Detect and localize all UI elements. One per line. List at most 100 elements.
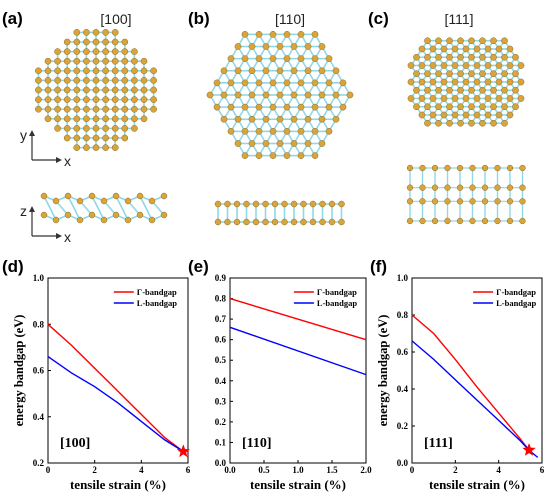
atom <box>424 86 431 94</box>
atom <box>304 43 312 50</box>
atom <box>213 103 221 111</box>
atom <box>506 184 514 191</box>
atom <box>262 67 270 75</box>
y-tick-label: 0.2 <box>33 458 45 468</box>
panel-letter: (a) <box>2 9 23 28</box>
bond <box>43 195 57 221</box>
bond <box>115 195 129 221</box>
panel-letter: (b) <box>188 9 210 28</box>
atom <box>435 119 442 127</box>
atom <box>495 45 503 53</box>
axis-letter: y <box>20 127 27 143</box>
atom <box>111 57 119 65</box>
atom <box>332 115 340 123</box>
atom <box>506 78 514 86</box>
atom <box>512 53 519 61</box>
orientation-label: [110] <box>275 11 305 27</box>
atom <box>468 103 475 111</box>
legend-label: L-bandgap <box>137 298 177 308</box>
direction-label: [110] <box>242 436 272 451</box>
atom <box>111 38 119 46</box>
atom <box>92 77 100 84</box>
y-tick-label: 0.9 <box>215 273 227 283</box>
atom <box>440 78 448 86</box>
atom <box>83 115 90 123</box>
atom <box>490 103 497 111</box>
atom <box>220 67 228 75</box>
atom <box>35 96 42 103</box>
atom <box>102 105 109 113</box>
chart-panels: (d) 0 2 4 6 0.2 0.4 0.6 0.8 1.0 tensile strain (%)… <box>2 257 545 492</box>
atom <box>418 78 426 86</box>
atom <box>140 77 148 84</box>
atom <box>92 115 100 123</box>
atom <box>328 200 336 208</box>
atom <box>111 144 119 151</box>
atom <box>311 31 319 38</box>
atom <box>121 57 129 65</box>
atom <box>297 31 305 38</box>
atom <box>35 86 42 94</box>
atom <box>276 91 284 99</box>
atom <box>121 96 129 103</box>
atom <box>255 55 263 62</box>
y-tick-label: 0.8 <box>215 294 227 304</box>
atom <box>494 217 501 225</box>
atom <box>457 103 464 111</box>
star-marker <box>176 444 190 458</box>
atom <box>35 105 42 113</box>
atom <box>457 70 464 78</box>
atom <box>54 57 61 65</box>
atom <box>136 192 144 200</box>
atom <box>121 77 129 84</box>
atom <box>429 111 437 119</box>
atom <box>54 67 61 75</box>
series-line <box>229 326 367 376</box>
atom <box>73 38 81 46</box>
atom <box>446 53 453 61</box>
atom <box>150 77 157 84</box>
atom <box>328 218 336 226</box>
atom <box>83 77 90 84</box>
atom <box>457 53 464 61</box>
atom <box>512 86 519 94</box>
atom <box>140 115 148 123</box>
atom <box>102 48 109 55</box>
y-tick-label: 0.1 <box>215 437 227 447</box>
atom <box>227 128 235 135</box>
atom <box>111 48 119 55</box>
atom <box>435 103 442 111</box>
atom <box>121 105 129 113</box>
atom <box>512 103 519 111</box>
atom <box>140 67 148 75</box>
atom <box>281 200 288 208</box>
y-tick-label: 0.2 <box>215 417 227 427</box>
atom <box>214 218 222 226</box>
atom <box>451 45 459 53</box>
y-axis-label: energy bandgap (eV) <box>376 315 390 427</box>
atom <box>506 164 514 172</box>
atom <box>63 96 71 103</box>
x-tick-label: 6 <box>540 465 545 475</box>
atom <box>73 115 81 123</box>
atom <box>290 115 298 123</box>
atom <box>506 62 514 69</box>
bond <box>91 195 105 221</box>
atom <box>150 67 157 75</box>
atom <box>413 103 420 111</box>
atom <box>424 70 431 78</box>
atom <box>311 79 319 87</box>
atom <box>406 184 414 191</box>
atom <box>490 53 497 61</box>
atom <box>63 48 71 55</box>
atom <box>495 78 503 86</box>
atom <box>473 111 481 119</box>
atom <box>73 144 81 151</box>
atom <box>76 216 84 224</box>
atom <box>121 86 129 94</box>
atom <box>494 164 501 172</box>
atom <box>35 77 42 84</box>
atom <box>435 86 442 94</box>
x-tick-label: 1.5 <box>326 465 338 475</box>
